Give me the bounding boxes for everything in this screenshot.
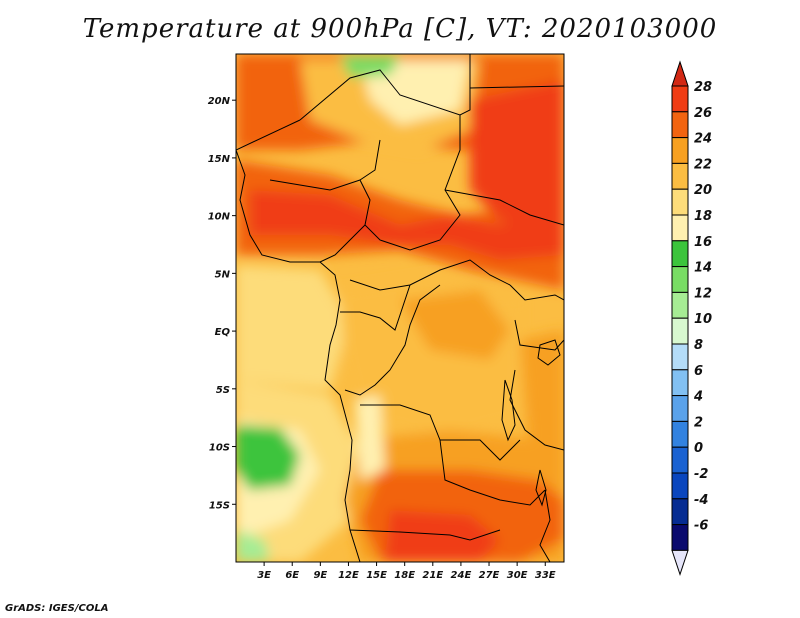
colorbar-label: 0 [694,441,703,456]
colorbar-label: -4 [694,493,708,508]
border-car [349,259,511,291]
border-angola-namibia [349,529,501,541]
border-tanzania [509,369,564,451]
temperature-field [236,54,564,562]
field-coastal-strip [355,395,385,480]
x-tick-label: 30E [507,570,528,581]
border-congo-1 [340,284,411,331]
colorbar-label: 8 [694,338,703,353]
colorbar-swatch [671,472,689,500]
x-tick-label: 33E [535,570,556,581]
y-tick-label: 10N [208,212,231,223]
border-east-africa [509,284,564,301]
border-sahara-1 [299,54,471,121]
x-tick-label: 6E [285,570,299,581]
colorbar-label: 24 [694,132,712,147]
colorbar-label: 20 [694,183,712,198]
field-sahara-green [340,56,400,78]
field-congo-warm [400,290,510,360]
y-tick-label: 10S [209,443,230,454]
lake-malawi [535,469,547,507]
border-sahara-3 [469,85,564,89]
x-tick-label: 24E [451,570,472,581]
colorbar-label: 4 [693,390,703,405]
colorbar-swatch [671,395,689,422]
x-axis: 3E 6E 9E 12E 15E 18E 21E 24E 27E 30E 33E [257,562,556,581]
colorbar-swatch [671,524,689,551]
field-sahel-core [250,190,564,260]
colorbar-swatch [671,446,689,474]
colorbar-label: 22 [694,157,712,172]
y-tick-label: 15S [209,500,230,511]
field-angola-core [385,510,500,562]
colorbar-top-arrow [671,60,689,87]
colorbar-swatch [671,162,689,190]
border-uganda-kenya [514,319,564,351]
colorbar-bottom-arrow [671,549,689,576]
y-tick-label: 5S [216,385,230,396]
y-tick-label: 15N [208,154,231,165]
x-tick-label: 21E [422,570,443,581]
colorbar-swatch [671,266,689,293]
colorbar-label: 18 [694,209,712,224]
colorbar-swatch [671,85,689,113]
colorbar-swatch [671,291,689,319]
colorbar-label: 26 [694,106,712,121]
field-atlantic-green [236,425,300,490]
field-atlantic-lightgreen [236,530,270,562]
y-tick-label: EQ [215,327,231,338]
footer-credit: GrADS: IGES/COLA [5,603,109,614]
lake-victoria [537,339,561,366]
colorbar-swatch [671,369,689,397]
x-tick-label: 27E [479,570,500,581]
border-drc-west [344,284,441,396]
border-sahara-2 [236,119,301,151]
colorbar-label: 28 [694,80,712,95]
colorbar-swatch [671,214,689,242]
colorbar-label: 16 [694,235,712,250]
field-sudan-hot [470,80,564,230]
map-frame [235,53,565,563]
border-sudan [444,189,564,226]
lake-tanganyika [501,379,516,442]
colorbar-label: 2 [694,415,703,430]
border-nigeria-cameroon [319,224,366,263]
border-mozambique [539,489,551,562]
colorbar-swatch [671,317,689,345]
y-axis: 20N 15N 10N 5N EQ 5S 10S 15S [208,96,236,511]
y-tick-label: 5N [215,269,231,280]
colorbar-label: -6 [694,519,708,534]
colorbar-swatch [671,240,689,268]
colorbar-label: 6 [694,364,703,379]
field-guinea-coast [236,265,350,390]
x-tick-label: 3E [257,570,271,581]
colorbar-label: 12 [694,286,712,301]
political-borders [236,54,564,562]
colorbar-label: 10 [694,312,712,327]
colorbar-swatch [671,137,689,164]
x-tick-label: 15E [366,570,387,581]
x-tick-label: 18E [394,570,415,581]
colorbar-swatch [671,343,689,371]
border-chad [359,115,461,251]
colorbar-swatch [671,188,689,216]
colorbar-swatch [671,498,689,526]
y-tick-label: 20N [208,96,231,107]
x-tick-label: 12E [338,570,359,581]
colorbar-label: 14 [694,261,712,276]
border-zambia [439,439,546,506]
colorbar-label: -2 [694,467,708,482]
x-tick-label: 9E [313,570,327,581]
colorbar-swatch [671,420,689,448]
colorbar-swatch [671,111,689,139]
coastline-west-africa [236,149,361,562]
chart-title: Temperature at 900hPa [C], VT: 202010300… [82,14,718,44]
border-niger-nigeria [269,179,361,191]
